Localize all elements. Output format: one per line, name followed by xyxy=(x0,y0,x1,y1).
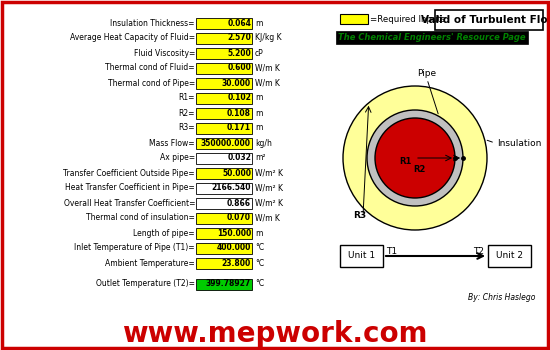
Text: Inlet Temperature of Pipe (T1)=: Inlet Temperature of Pipe (T1)= xyxy=(74,244,195,252)
Text: R1=: R1= xyxy=(179,93,195,103)
Text: Unit 1: Unit 1 xyxy=(348,252,375,260)
Text: cP: cP xyxy=(255,49,264,57)
Text: m: m xyxy=(255,93,262,103)
Text: Length of pipe=: Length of pipe= xyxy=(133,229,195,238)
Bar xyxy=(196,243,252,253)
Text: 0.032: 0.032 xyxy=(227,154,251,162)
Bar xyxy=(196,63,252,74)
Bar xyxy=(196,182,252,194)
Text: 0.064: 0.064 xyxy=(227,19,251,28)
Circle shape xyxy=(375,118,455,198)
Bar xyxy=(196,258,252,268)
Bar xyxy=(196,33,252,43)
Bar xyxy=(196,153,252,163)
Text: Ambient Temperature=: Ambient Temperature= xyxy=(105,259,195,267)
Text: Overall Heat Transfer Coefficient=: Overall Heat Transfer Coefficient= xyxy=(63,198,195,208)
Text: The Chemical Engineers' Resource Page: The Chemical Engineers' Resource Page xyxy=(338,33,525,42)
Text: 150.000: 150.000 xyxy=(217,229,251,238)
Circle shape xyxy=(343,86,487,230)
Bar xyxy=(196,138,252,148)
Bar xyxy=(196,168,252,179)
Bar xyxy=(196,212,252,224)
Circle shape xyxy=(367,110,463,206)
Text: 50.000: 50.000 xyxy=(222,168,251,177)
Bar xyxy=(196,48,252,58)
Text: R2: R2 xyxy=(413,166,425,175)
Bar xyxy=(196,279,252,289)
Text: Valid of Turbulent Flow: Valid of Turbulent Flow xyxy=(421,15,550,25)
Text: 2166.540: 2166.540 xyxy=(212,183,251,192)
Text: W/m K: W/m K xyxy=(255,63,280,72)
Text: Mass Flow=: Mass Flow= xyxy=(150,139,195,147)
Text: Fluid Viscosity=: Fluid Viscosity= xyxy=(134,49,195,57)
Text: °C: °C xyxy=(255,244,264,252)
Bar xyxy=(196,107,252,119)
Text: m: m xyxy=(255,124,262,133)
Text: Thermal cond of Fluid=: Thermal cond of Fluid= xyxy=(106,63,195,72)
Text: m: m xyxy=(255,108,262,118)
Text: T1: T1 xyxy=(386,247,397,257)
Text: R3: R3 xyxy=(353,211,366,220)
Text: 2.570: 2.570 xyxy=(227,34,251,42)
Text: Insulation: Insulation xyxy=(497,139,541,147)
Text: W/m² K: W/m² K xyxy=(255,198,283,208)
Text: 350000.000: 350000.000 xyxy=(201,139,251,147)
Text: Thermal cond of Pipe=: Thermal cond of Pipe= xyxy=(108,78,195,88)
Bar xyxy=(196,228,252,238)
Text: m: m xyxy=(255,229,262,238)
Text: 0.102: 0.102 xyxy=(227,93,251,103)
Text: 0.600: 0.600 xyxy=(227,63,251,72)
Text: m²: m² xyxy=(255,154,266,162)
Text: R2=: R2= xyxy=(179,108,195,118)
Text: °C: °C xyxy=(255,259,264,267)
Text: 0.108: 0.108 xyxy=(227,108,251,118)
Text: °C: °C xyxy=(255,280,264,288)
Text: 0.866: 0.866 xyxy=(227,198,251,208)
Text: 23.800: 23.800 xyxy=(222,259,251,267)
Text: 399.78927: 399.78927 xyxy=(206,280,251,288)
Text: Thermal cond of insulation=: Thermal cond of insulation= xyxy=(86,214,195,223)
Bar xyxy=(196,18,252,28)
Text: W/m K: W/m K xyxy=(255,214,280,223)
Text: W/m² K: W/m² K xyxy=(255,168,283,177)
Text: W/m K: W/m K xyxy=(255,78,280,88)
Text: Insulation Thickness=: Insulation Thickness= xyxy=(111,19,195,28)
Bar xyxy=(340,14,368,24)
Text: 0.171: 0.171 xyxy=(227,124,251,133)
Text: Transfer Coefficient Outside Pipe=: Transfer Coefficient Outside Pipe= xyxy=(63,168,195,177)
Bar xyxy=(196,77,252,89)
Bar xyxy=(435,10,543,30)
Text: 30.000: 30.000 xyxy=(222,78,251,88)
Bar xyxy=(488,245,531,267)
Text: Ax pipe=: Ax pipe= xyxy=(160,154,195,162)
Text: Average Heat Capacity of Fluid=: Average Heat Capacity of Fluid= xyxy=(70,34,195,42)
Text: 0.070: 0.070 xyxy=(227,214,251,223)
Text: By: Chris Haslego: By: Chris Haslego xyxy=(468,294,535,302)
Text: m: m xyxy=(255,19,262,28)
Bar xyxy=(196,92,252,104)
Text: 5.200: 5.200 xyxy=(227,49,251,57)
Bar xyxy=(340,245,383,267)
Bar xyxy=(196,197,252,209)
Text: Heat Transfer Coefficient in Pipe=: Heat Transfer Coefficient in Pipe= xyxy=(65,183,195,192)
Text: =Required Inputs: =Required Inputs xyxy=(370,14,446,23)
Text: Pipe: Pipe xyxy=(417,70,437,78)
Text: Unit 2: Unit 2 xyxy=(496,252,523,260)
Bar xyxy=(196,122,252,133)
Text: kg/h: kg/h xyxy=(255,139,272,147)
Text: R3=: R3= xyxy=(178,124,195,133)
Text: www.mepwork.com: www.mepwork.com xyxy=(122,320,428,348)
Text: Outlet Temperature (T2)=: Outlet Temperature (T2)= xyxy=(96,280,195,288)
Text: W/m² K: W/m² K xyxy=(255,183,283,192)
Text: KJ/kg K: KJ/kg K xyxy=(255,34,282,42)
Text: T2: T2 xyxy=(473,247,484,257)
Text: 400.000: 400.000 xyxy=(217,244,251,252)
Text: R1: R1 xyxy=(399,158,411,167)
